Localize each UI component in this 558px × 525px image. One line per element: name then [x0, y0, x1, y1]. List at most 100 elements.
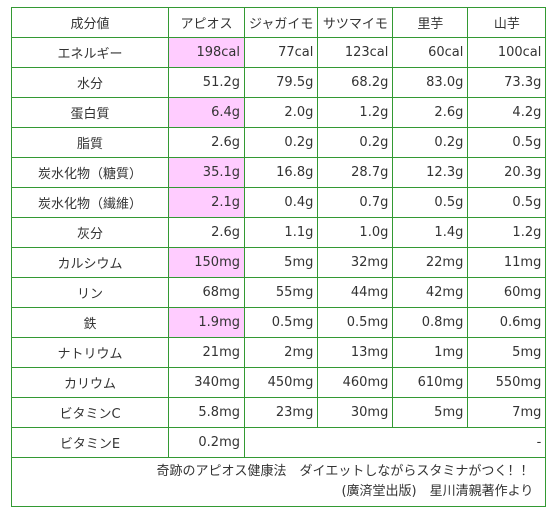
- value-cell: 16.8g: [243, 157, 319, 188]
- value-cell: 5mg: [467, 337, 547, 368]
- table-row: 炭水化物（糖質） 35.1g 16.8g 28.7g 12.3g 20.3g: [11, 157, 547, 188]
- value-cell: 0.5g: [392, 187, 469, 218]
- value-cell: 123cal: [317, 37, 394, 68]
- row-label: 灰分: [11, 217, 169, 248]
- value-cell: 2.6g: [392, 97, 469, 128]
- value-cell: 0.2g: [392, 127, 469, 158]
- row-label: ナトリウム: [11, 337, 169, 368]
- value-cell: 1.0g: [317, 217, 394, 248]
- value-cell: 5mg: [243, 247, 319, 278]
- value-cell: 2.1g: [168, 187, 245, 218]
- table-row: 灰分 2.6g 1.1g 1.0g 1.4g 1.2g: [11, 217, 547, 248]
- row-label: 蛋白質: [11, 97, 169, 128]
- value-cell: 1.2g: [317, 97, 394, 128]
- value-cell: 51.2g: [168, 67, 245, 98]
- header-cell-yam: 山芋: [467, 7, 547, 38]
- no-data-cell: -: [243, 427, 547, 458]
- row-label: 鉄: [11, 307, 169, 338]
- table-row: ビタミンE 0.2mg -: [11, 427, 547, 458]
- value-cell: 2mg: [243, 337, 319, 368]
- value-cell: 60cal: [392, 37, 469, 68]
- value-cell: 2.0g: [243, 97, 319, 128]
- value-cell: 0.5g: [467, 187, 547, 218]
- value-cell: 21mg: [168, 337, 245, 368]
- source-citation: 奇跡のアピオス健康法 ダイエットしながらスタミナがつく！！ (廣済堂出版) 星川清…: [10, 457, 547, 507]
- row-label: カルシウム: [11, 247, 169, 278]
- value-cell: 150mg: [168, 247, 245, 278]
- source-publisher: (廣済堂出版) 星川清親著作より: [341, 484, 534, 499]
- table-row: カルシウム 150mg 5mg 32mg 22mg 11mg: [11, 247, 547, 278]
- row-label: エネルギー: [11, 37, 169, 68]
- value-cell: 83.0g: [392, 67, 469, 98]
- table-row: ナトリウム 21mg 2mg 13mg 1mg 5mg: [11, 337, 547, 368]
- value-cell: 68.2g: [317, 67, 394, 98]
- value-cell: 0.6mg: [467, 307, 547, 338]
- source-title: 奇跡のアピオス健康法 ダイエットしながらスタミナがつく！！: [156, 464, 534, 479]
- row-label: 水分: [11, 67, 169, 98]
- value-cell: 460mg: [317, 367, 394, 398]
- value-cell: 550mg: [467, 367, 547, 398]
- row-label: 炭水化物（糖質）: [11, 157, 169, 188]
- table-row: カリウム 340mg 450mg 460mg 610mg 550mg: [11, 367, 547, 398]
- value-cell: 6.4g: [168, 97, 245, 128]
- value-cell: 0.4g: [243, 187, 319, 218]
- value-cell: 1.1g: [243, 217, 319, 248]
- value-cell: 32mg: [317, 247, 394, 278]
- value-cell: 1.2g: [467, 217, 547, 248]
- row-label: リン: [11, 277, 169, 308]
- value-cell: 0.5mg: [243, 307, 319, 338]
- value-cell: 2.6g: [168, 127, 245, 158]
- row-label: ビタミンE: [11, 427, 169, 458]
- value-cell: 77cal: [243, 37, 319, 68]
- row-label: ビタミンC: [11, 397, 169, 428]
- header-cell-taro: 里芋: [392, 7, 469, 38]
- value-cell: 30mg: [317, 397, 394, 428]
- value-cell: 12.3g: [392, 157, 469, 188]
- table-row: ビタミンC 5.8mg 23mg 30mg 5mg 7mg: [11, 397, 547, 428]
- table-row: 炭水化物（繊維） 2.1g 0.4g 0.7g 0.5g 0.5g: [11, 187, 547, 218]
- table-row: 鉄 1.9mg 0.5mg 0.5mg 0.8mg 0.6mg: [11, 307, 547, 338]
- table-row: 蛋白質 6.4g 2.0g 1.2g 2.6g 4.2g: [11, 97, 547, 128]
- value-cell: 450mg: [243, 367, 319, 398]
- value-cell: 100cal: [467, 37, 547, 68]
- value-cell: 5.8mg: [168, 397, 245, 428]
- nutrition-table-container: 成分値 アピオス ジャガイモ サツマイモ 里芋 山芋 エネルギー 198cal 77…: [10, 7, 547, 507]
- value-cell: 11mg: [467, 247, 547, 278]
- value-cell: 0.2mg: [168, 427, 245, 458]
- header-cell-component: 成分値: [11, 7, 169, 38]
- value-cell: 60mg: [467, 277, 547, 308]
- value-cell: 22mg: [392, 247, 469, 278]
- value-cell: 2.6g: [168, 217, 245, 248]
- value-cell: 1mg: [392, 337, 469, 368]
- nutrition-table: 成分値 アピオス ジャガイモ サツマイモ 里芋 山芋 エネルギー 198cal 77…: [10, 7, 547, 507]
- value-cell: 0.8mg: [392, 307, 469, 338]
- value-cell: 23mg: [243, 397, 319, 428]
- value-cell: 73.3g: [467, 67, 547, 98]
- value-cell: 610mg: [392, 367, 469, 398]
- value-cell: 0.5g: [467, 127, 547, 158]
- header-cell-potato: ジャガイモ: [243, 7, 319, 38]
- value-cell: 79.5g: [243, 67, 319, 98]
- value-cell: 5mg: [392, 397, 469, 428]
- value-cell: 68mg: [168, 277, 245, 308]
- value-cell: 44mg: [317, 277, 394, 308]
- value-cell: 1.4g: [392, 217, 469, 248]
- value-cell: 7mg: [467, 397, 547, 428]
- table-row: エネルギー 198cal 77cal 123cal 60cal 100cal: [11, 37, 547, 68]
- row-label: 炭水化物（繊維）: [11, 187, 169, 218]
- value-cell: 20.3g: [467, 157, 547, 188]
- header-cell-apios: アピオス: [168, 7, 245, 38]
- value-cell: 13mg: [317, 337, 394, 368]
- value-cell: 0.2g: [317, 127, 394, 158]
- source-row: 奇跡のアピオス健康法 ダイエットしながらスタミナがつく！！ (廣済堂出版) 星川清…: [10, 457, 547, 507]
- row-label: カリウム: [11, 367, 169, 398]
- row-label: 脂質: [11, 127, 169, 158]
- value-cell: 0.7g: [317, 187, 394, 218]
- value-cell: 35.1g: [168, 157, 245, 188]
- table-row: 脂質 2.6g 0.2g 0.2g 0.2g 0.5g: [11, 127, 547, 158]
- value-cell: 340mg: [168, 367, 245, 398]
- table-body: 成分値 アピオス ジャガイモ サツマイモ 里芋 山芋 エネルギー 198cal 77…: [10, 7, 547, 507]
- value-cell: 198cal: [168, 37, 245, 68]
- value-cell: 1.9mg: [168, 307, 245, 338]
- value-cell: 28.7g: [317, 157, 394, 188]
